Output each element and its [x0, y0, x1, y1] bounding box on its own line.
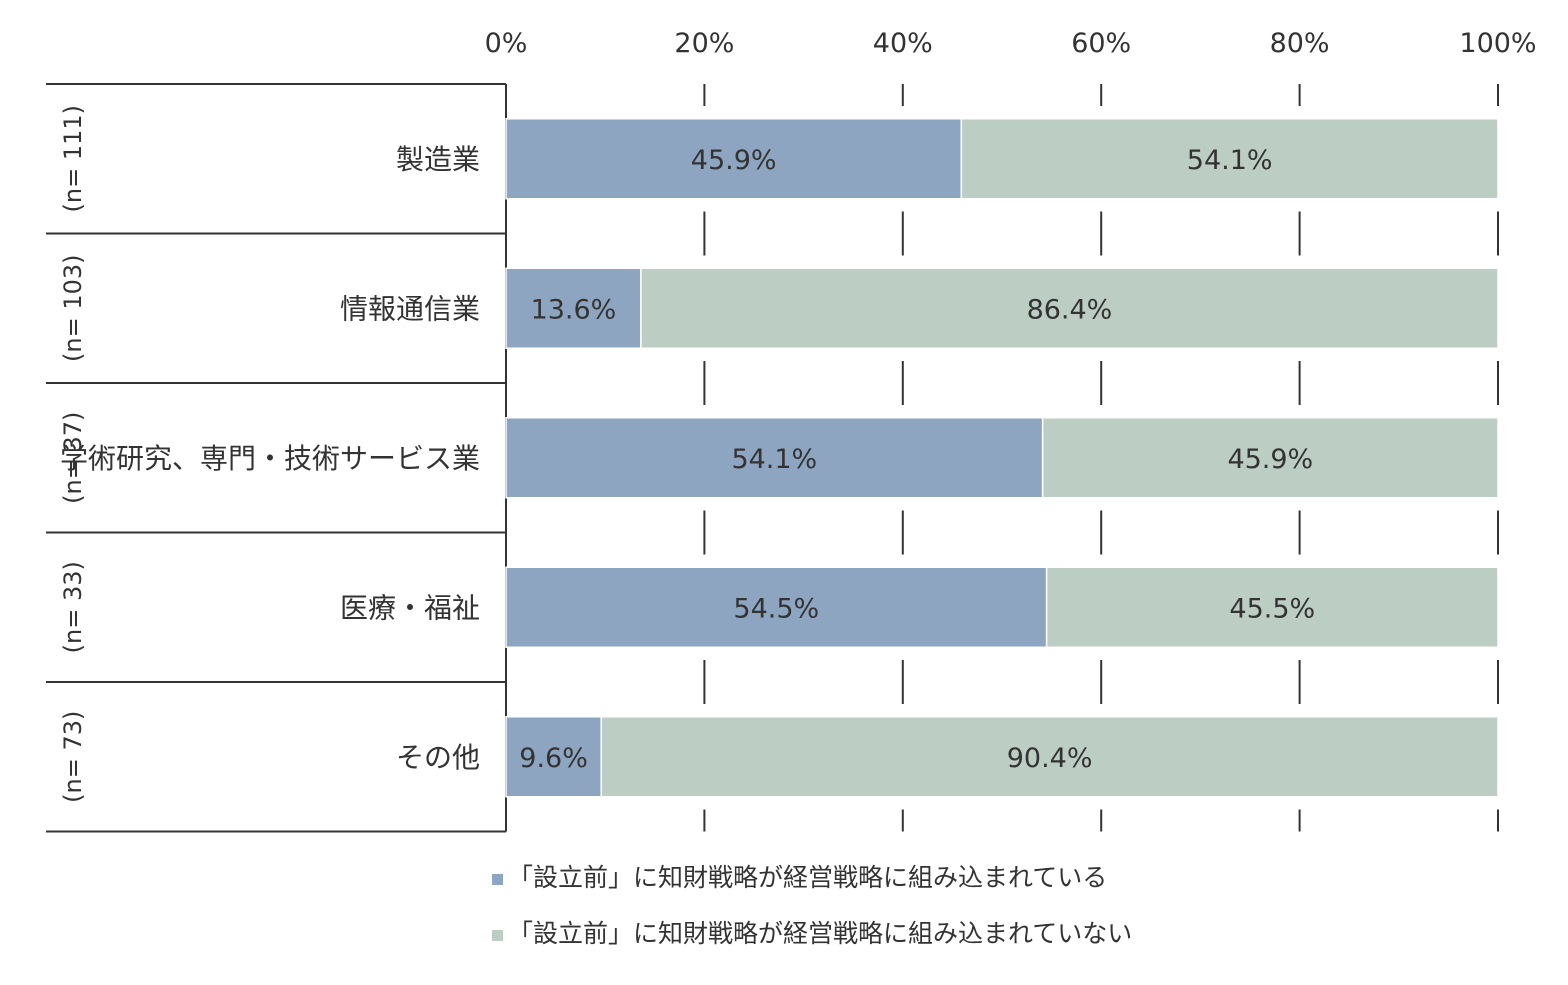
category-n-label: (n= 111): [59, 105, 87, 212]
x-tick-label: 60%: [1071, 28, 1131, 59]
category-n-label: (n= 33): [59, 561, 87, 653]
data-label: 45.9%: [691, 145, 777, 176]
x-tick-label: 0%: [485, 28, 528, 59]
x-tick-label: 40%: [873, 28, 933, 59]
data-label: 54.5%: [733, 593, 819, 624]
category-n-label: (n= 73): [59, 711, 87, 803]
data-label: 9.6%: [519, 743, 588, 774]
data-label: 54.1%: [1187, 145, 1273, 176]
data-label: 13.6%: [531, 294, 617, 325]
bar-segment: [960, 118, 1499, 200]
category-n-label: (n= 37): [59, 412, 87, 504]
bar-segment: [505, 716, 602, 798]
legend-label: 「設立前」に知財戦略が経営戦略に組み込まれていない: [508, 919, 1132, 948]
x-tick-label: 80%: [1270, 28, 1330, 59]
data-label: 45.5%: [1229, 593, 1315, 624]
category-label: その他: [396, 741, 480, 774]
category-n-label: (n= 103): [59, 255, 87, 362]
data-label: 90.4%: [1007, 743, 1093, 774]
bar-segment: [505, 118, 963, 200]
data-label: 54.1%: [731, 444, 817, 475]
bar-segment: [1045, 566, 1499, 648]
data-label: 86.4%: [1027, 294, 1113, 325]
bar-segment: [505, 417, 1044, 499]
legend-swatch: [492, 874, 503, 885]
legend-label: 「設立前」に知財戦略が経営戦略に組み込まれている: [508, 863, 1107, 892]
bar-segment: [505, 566, 1048, 648]
bar-segment: [1041, 417, 1499, 499]
category-label: 情報通信業: [340, 292, 480, 325]
category-label: 学術研究、専門・技術サービス業: [60, 442, 480, 475]
bar-segment: [600, 716, 1499, 798]
bar-segment: [640, 267, 1499, 349]
legend-swatch: [492, 930, 503, 941]
bar-segment: [505, 267, 642, 349]
category-label: 医療・福祉: [340, 591, 480, 624]
category-label: 製造業: [396, 143, 480, 176]
x-tick-label: 100%: [1459, 28, 1536, 59]
data-label: 45.9%: [1227, 444, 1313, 475]
x-tick-label: 20%: [674, 28, 734, 59]
